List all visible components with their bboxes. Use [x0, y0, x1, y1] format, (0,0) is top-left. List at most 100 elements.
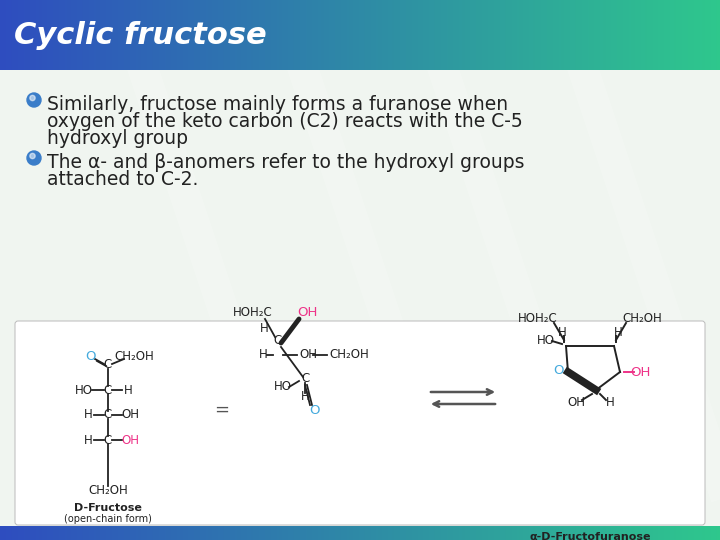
Bar — [30, 526, 31, 540]
Bar — [538, 0, 539, 70]
Bar — [182, 0, 183, 70]
Bar — [319, 526, 320, 540]
Bar — [126, 526, 127, 540]
Bar — [681, 526, 682, 540]
Bar — [242, 0, 243, 70]
Bar — [434, 526, 435, 540]
Bar — [656, 0, 657, 70]
Bar — [589, 526, 590, 540]
Bar — [135, 526, 136, 540]
Bar — [484, 0, 485, 70]
Bar — [300, 0, 301, 70]
Bar — [187, 0, 188, 70]
Bar — [294, 526, 295, 540]
Bar — [384, 0, 385, 70]
Bar — [450, 0, 451, 70]
Bar — [511, 526, 512, 540]
Bar — [598, 526, 599, 540]
Bar — [341, 526, 342, 540]
Bar — [513, 0, 514, 70]
Bar — [676, 526, 677, 540]
Bar — [504, 0, 505, 70]
Bar — [601, 526, 602, 540]
Bar — [425, 526, 426, 540]
Bar — [335, 0, 336, 70]
Bar — [57, 0, 58, 70]
Bar — [102, 526, 103, 540]
Bar — [297, 526, 298, 540]
Bar — [209, 0, 210, 70]
Bar — [145, 526, 146, 540]
Bar — [699, 526, 700, 540]
Bar — [332, 526, 333, 540]
Bar — [362, 526, 363, 540]
Bar — [624, 526, 625, 540]
Bar — [40, 526, 41, 540]
Bar — [293, 0, 294, 70]
Bar — [104, 0, 105, 70]
Bar — [576, 526, 577, 540]
Bar — [476, 0, 477, 70]
Bar — [418, 526, 419, 540]
Bar — [3, 526, 4, 540]
Bar — [512, 526, 513, 540]
Bar — [87, 526, 88, 540]
Bar — [219, 526, 220, 540]
Bar — [219, 0, 220, 70]
Bar — [557, 0, 558, 70]
Bar — [561, 0, 562, 70]
Bar — [449, 0, 450, 70]
Bar — [629, 0, 630, 70]
Bar — [658, 0, 659, 70]
Bar — [621, 0, 622, 70]
Bar — [617, 0, 618, 70]
Bar — [552, 0, 553, 70]
Bar — [257, 526, 258, 540]
Bar — [365, 0, 366, 70]
Bar — [263, 526, 264, 540]
Bar — [415, 0, 416, 70]
Bar — [620, 0, 621, 70]
Bar — [654, 526, 655, 540]
Bar — [599, 526, 600, 540]
Bar — [62, 526, 63, 540]
Bar — [677, 526, 678, 540]
Bar — [634, 526, 635, 540]
Bar — [100, 526, 101, 540]
Bar — [176, 526, 177, 540]
Text: OH: OH — [297, 307, 318, 320]
Bar — [400, 0, 401, 70]
Bar — [380, 526, 381, 540]
Bar — [554, 0, 555, 70]
Bar — [200, 526, 201, 540]
Bar — [221, 0, 222, 70]
Bar — [153, 526, 154, 540]
Bar — [326, 0, 327, 70]
Bar — [446, 526, 447, 540]
Bar — [452, 526, 453, 540]
Bar — [676, 0, 677, 70]
Bar — [252, 0, 253, 70]
Bar — [592, 0, 593, 70]
Bar — [464, 526, 465, 540]
Bar — [719, 0, 720, 70]
Bar — [565, 0, 566, 70]
Bar — [252, 526, 253, 540]
Bar — [348, 0, 349, 70]
Bar — [189, 0, 190, 70]
Bar — [406, 526, 407, 540]
Bar — [708, 526, 709, 540]
Bar — [554, 526, 555, 540]
Text: C: C — [104, 408, 112, 422]
Bar — [83, 526, 84, 540]
Bar — [167, 526, 168, 540]
Bar — [214, 0, 215, 70]
Bar — [536, 0, 537, 70]
Bar — [680, 0, 681, 70]
Bar — [182, 526, 183, 540]
Bar — [103, 526, 104, 540]
Bar — [171, 526, 172, 540]
Bar — [282, 526, 283, 540]
Bar — [332, 0, 333, 70]
Bar — [184, 526, 185, 540]
